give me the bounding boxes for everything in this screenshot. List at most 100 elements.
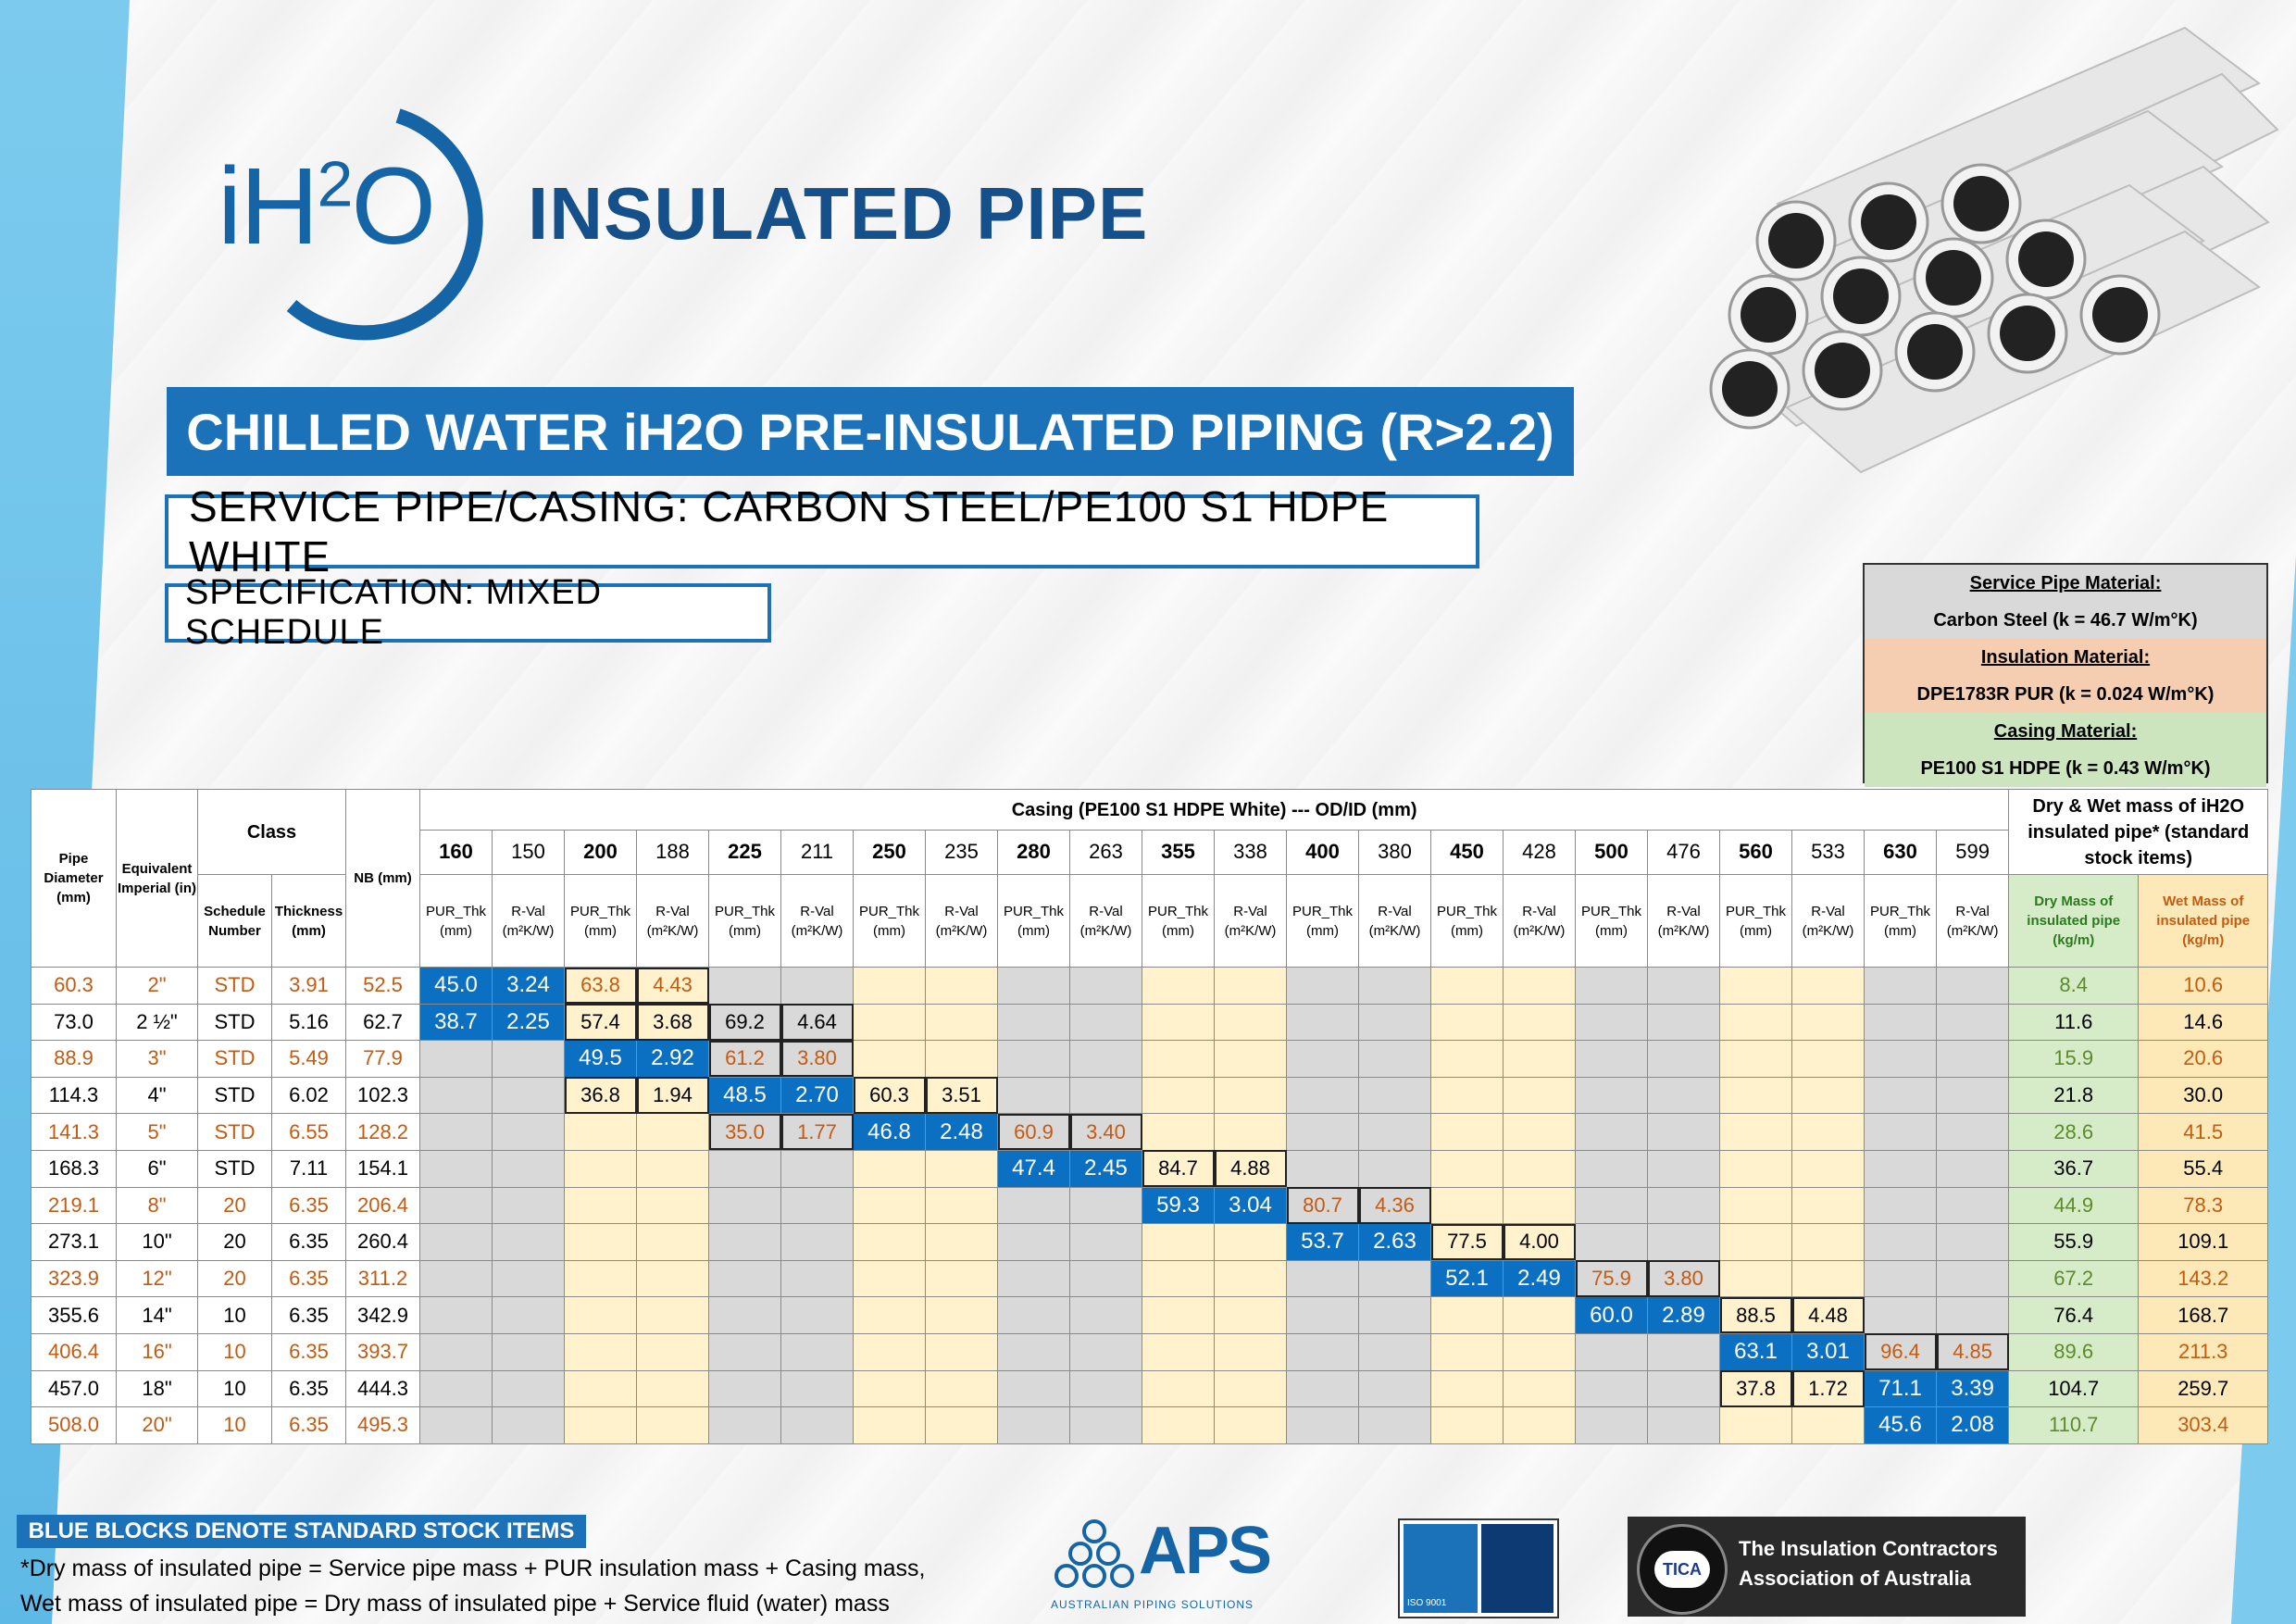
empty-cell [853,967,926,1005]
thickness-cell: 5.16 [271,1003,346,1042]
empty-cell [708,1406,781,1444]
empty-cell [997,1296,1070,1334]
nb-cell: 444.3 [345,1369,420,1408]
imperial-cell: 8" [116,1186,198,1225]
empty-cell [1069,1369,1142,1408]
empty-cell [1503,1040,1576,1078]
table-row: 219.1 8" 20 6.35 206.4 59.3 3.04 80.7 4.36 44.9 78… [31,1186,2269,1225]
empty-cell [1358,1040,1431,1078]
empty-cell [492,1369,565,1408]
empty-cell [1791,1149,1865,1188]
pur-thickness-cell: 46.8 [853,1113,926,1151]
empty-cell [1935,1186,2010,1225]
empty-cell [925,1406,998,1444]
empty-cell [1791,1259,1865,1298]
pur-thickness-cell: 57.4 [564,1003,637,1042]
empty-cell [492,1259,565,1298]
dry-mass-cell: 76.4 [2008,1296,2140,1334]
tica-logo: TICA The Insulation Contractors Associat… [1628,1517,2026,1617]
empty-cell [1286,1113,1359,1151]
pipe-diameter-cell: 457.0 [31,1369,117,1408]
empty-cell [1864,1113,1937,1151]
thickness-cell: 6.35 [271,1406,346,1444]
empty-cell [492,1149,565,1188]
standard-stock-legend: BLUE BLOCKS DENOTE STANDARD STOCK ITEMS [17,1515,586,1548]
r-value-header: R-Val (m²K/W) [1935,874,2010,968]
empty-cell [1286,1296,1359,1334]
pur-thickness-header: PUR_Thk (mm) [419,874,493,968]
empty-cell [925,1003,998,1042]
casing-od-header: 225 [708,830,781,875]
pipe-diameter-cell: 114.3 [31,1076,117,1115]
table-row: 406.4 16" 10 6.35 393.7 63.1 3.01 96.4 4.85 89.6 2… [31,1332,2269,1371]
empty-cell [1719,967,1792,1005]
empty-cell [780,1223,854,1261]
empty-cell [1430,1149,1504,1188]
schedule-cell: 20 [197,1223,272,1261]
nb-header: NB (mm) [345,789,420,968]
r-value-cell: 4.85 [1935,1332,2010,1371]
pur-thickness-header: PUR_Thk (mm) [1864,874,1937,968]
empty-cell [1069,1223,1142,1261]
casing-od-header: 280 [997,830,1070,875]
empty-cell [1503,1406,1576,1444]
dry-mass-cell: 8.4 [2008,967,2140,1005]
empty-cell [1214,1332,1287,1371]
imperial-cell: 2" [116,967,198,1005]
empty-cell [997,1186,1070,1225]
empty-cell [1647,1149,1720,1188]
wet-mass-cell: 55.4 [2138,1149,2269,1188]
dry-mass-cell: 36.7 [2008,1149,2140,1188]
table-row: 273.1 10" 20 6.35 260.4 53.7 2.63 77.5 4.00 55.9 1… [31,1223,2269,1261]
empty-cell [1575,1406,1648,1444]
empty-cell [853,1406,926,1444]
empty-cell [708,1149,781,1188]
pur-thickness-cell: 63.1 [1719,1332,1792,1371]
empty-cell [1647,1186,1720,1225]
empty-cell [1503,1369,1576,1408]
wet-mass-cell: 30.0 [2138,1076,2269,1115]
empty-cell [997,1003,1070,1042]
pipe-diameter-cell: 323.9 [31,1259,117,1298]
empty-cell [1647,1003,1720,1042]
empty-cell [1935,1003,2010,1042]
pur-thickness-cell: 59.3 [1142,1186,1215,1225]
empty-cell [780,1369,854,1408]
empty-cell [1430,1186,1504,1225]
empty-cell [1791,1223,1865,1261]
empty-cell [1719,1259,1792,1298]
empty-cell [1069,1040,1142,1078]
aps-circles-icon [1054,1519,1134,1588]
thickness-cell: 6.35 [271,1223,346,1261]
pipe-spec-table: Pipe Diameter (mm) Equivalent Imperial (… [31,789,2269,1444]
empty-cell [708,1186,781,1225]
empty-cell [1286,1003,1359,1042]
empty-cell [1864,1149,1937,1188]
empty-cell [1719,1406,1792,1444]
pur-thickness-cell: 52.1 [1430,1259,1504,1298]
imperial-cell: 5" [116,1113,198,1151]
casing-id-header: 150 [492,830,565,875]
tica-seal-icon: TICA [1637,1524,1728,1615]
empty-cell [1430,967,1504,1005]
empty-cell [564,1332,637,1371]
casing-material-heading: Casing Material: [1865,713,2266,750]
service-material-value: Carbon Steel (k = 46.7 W/m°K) [1865,602,2266,639]
empty-cell [1575,967,1648,1005]
empty-cell [1430,1040,1504,1078]
pur-thickness-cell: 35.0 [708,1113,781,1151]
empty-cell [997,1076,1070,1115]
empty-cell [1575,1149,1648,1188]
dry-mass-cell: 67.2 [2008,1259,2140,1298]
empty-cell [636,1223,709,1261]
pur-thickness-header: PUR_Thk (mm) [1142,874,1215,968]
casing-od-header: 250 [853,830,926,875]
empty-cell [1719,1223,1792,1261]
pur-thickness-cell: 69.2 [708,1003,781,1042]
empty-cell [997,1369,1070,1408]
empty-cell [1503,1113,1576,1151]
empty-cell [1935,1223,2010,1261]
r-value-cell: 3.40 [1069,1113,1142,1151]
certification-badges: ISO 9001 [1398,1518,1559,1618]
pur-thickness-cell: 60.9 [997,1113,1070,1151]
